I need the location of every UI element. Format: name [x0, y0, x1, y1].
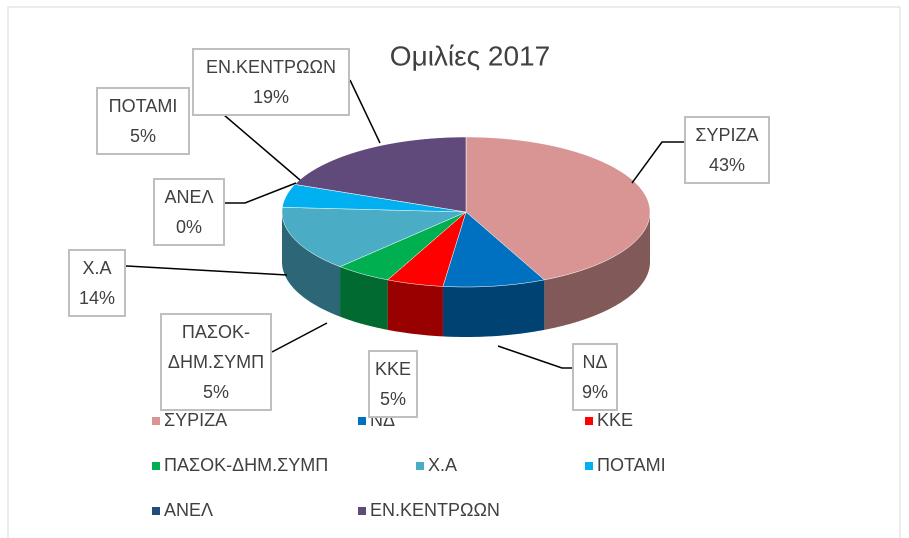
slice-side	[544, 212, 650, 330]
leader-line	[225, 182, 297, 204]
legend-swatch	[152, 507, 160, 515]
legend-swatch	[585, 462, 593, 470]
legend-swatch	[358, 417, 366, 425]
slice	[281, 207, 467, 267]
legend-swatch	[152, 417, 160, 425]
chart-title: Ομιλίες 2017	[390, 40, 550, 71]
label-value: 5%	[129, 126, 156, 146]
label-name: Χ.Α	[82, 258, 112, 278]
data-label: ΝΔ 9%	[572, 343, 618, 411]
label-name: ΣΥΡΙΖΑ	[695, 125, 759, 145]
slice	[339, 211, 467, 281]
label-name: ΚΚΕ	[374, 359, 412, 379]
slice	[294, 136, 467, 213]
data-label: ΣΥΡΙΖΑ 43%	[684, 116, 770, 184]
slice	[282, 184, 467, 213]
label-name: ΝΔ	[582, 352, 608, 372]
leader-line	[497, 345, 572, 369]
legend-label: ΚΚΕ	[597, 410, 633, 430]
leader-line	[631, 141, 684, 184]
label-value: 5%	[202, 382, 229, 402]
label-name: ΠΑΣΟΚ-ΔΗΜ.ΣΥΜΠ	[167, 322, 265, 372]
label-name: ΕΝ.ΚΕΝΤΡΩΩΝ	[206, 57, 336, 77]
slice-side	[282, 212, 341, 317]
label-name: ΠΟΤΑΜΙ	[108, 96, 178, 116]
label-value: 19%	[252, 87, 290, 107]
data-label: ΠΟΤΑΜΙ 5%	[96, 87, 190, 155]
leader-line	[125, 265, 288, 276]
chart-frame	[7, 6, 901, 538]
legend-swatch	[358, 507, 366, 515]
legend-label: ΠΑΣΟΚ-ΔΗΜ.ΣΥΜΠ	[164, 455, 328, 475]
data-label: ΑΝΕΛ 0%	[153, 178, 225, 246]
slice	[465, 136, 651, 281]
legend-label: ΑΝΕΛ	[164, 500, 213, 520]
leader-line	[349, 79, 381, 144]
slice-side	[442, 279, 545, 337]
slice-side	[387, 279, 443, 337]
legend-label: Χ.Α	[428, 455, 457, 475]
label-value: 0%	[175, 217, 202, 237]
data-label: ΚΚΕ 5%	[368, 350, 418, 418]
legend-label: ΠΟΤΑΜΙ	[597, 455, 666, 475]
label-value: 43%	[708, 155, 746, 175]
slice	[442, 211, 545, 288]
label-value: 5%	[379, 389, 406, 409]
slice-side	[340, 266, 388, 330]
label-value: 9%	[581, 382, 608, 402]
data-label: ΠΑΣΟΚ-ΔΗΜ.ΣΥΜΠ 5%	[160, 313, 272, 411]
label-value: 14%	[78, 288, 116, 308]
label-name: ΑΝΕΛ	[164, 187, 214, 207]
slice	[387, 211, 467, 287]
legend-swatch	[152, 462, 160, 470]
legend-label: ΣΥΡΙΖΑ	[164, 410, 227, 430]
leader-line	[271, 322, 328, 353]
data-label: Χ.Α 14%	[68, 249, 126, 317]
data-label: ΕΝ.ΚΕΝΤΡΩΩΝ 19%	[192, 48, 350, 116]
legend-swatch	[585, 417, 593, 425]
legend-swatch	[416, 462, 424, 470]
legend-label: ΕΝ.ΚΕΝΤΡΩΩΝ	[370, 500, 500, 520]
